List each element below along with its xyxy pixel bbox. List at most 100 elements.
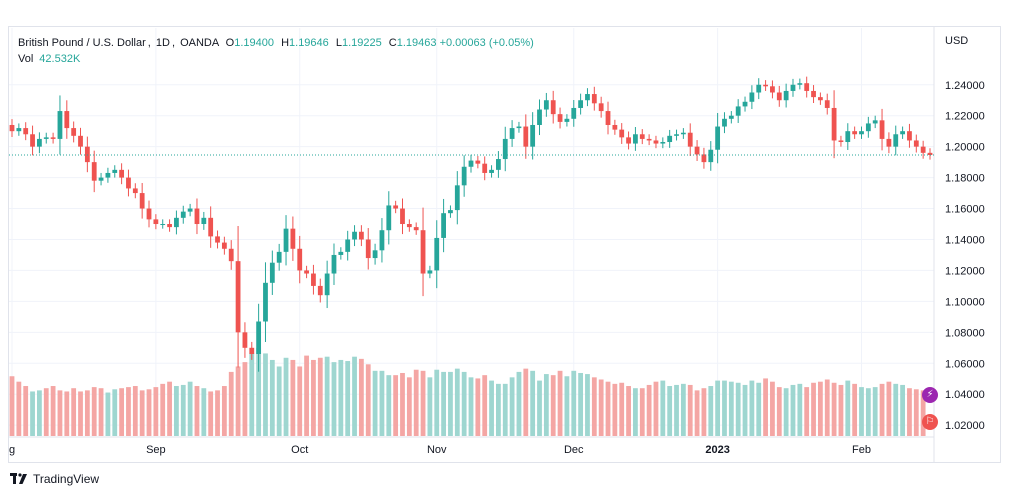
volume-bar [783,388,789,436]
candle-body [550,100,556,115]
candle-body [427,270,433,274]
candle-body [722,118,727,127]
volume-bar [16,381,22,436]
time-axis[interactable]: g Sep Oct Nov Dec 2023 Feb [9,444,871,456]
candle-body [304,270,309,274]
volume-bar [461,371,467,436]
candle [811,85,816,104]
candle-body [598,103,604,112]
candle [790,78,796,97]
candle [235,226,241,368]
volume-bar [811,382,816,436]
candle-body [886,138,892,147]
candle-body [530,124,536,147]
candle-body [824,100,830,108]
candle [543,92,549,117]
volume-bar [400,372,405,436]
volume-bar [365,364,371,436]
candle-body [626,137,631,144]
candle [797,78,803,90]
candle-body [708,149,714,163]
candle [324,260,330,309]
candle-body [400,208,405,225]
volume-bar [728,381,734,436]
candle-body [879,120,885,139]
volume-bar [358,358,364,436]
volume-legend[interactable]: Vol 42.532K [18,52,80,67]
candle [365,228,371,270]
candle [146,200,152,228]
volume-bar [489,380,494,436]
candle [763,80,768,91]
candle [728,111,734,124]
volume-bar [139,390,145,436]
candle [358,225,364,247]
volume-bar [763,378,768,436]
symbol-legend[interactable]: British Pound / U.S. Dollar, 1D, OANDA O… [18,37,534,49]
candle-body [776,92,782,101]
volume-bar [496,383,501,436]
volume-bar [502,383,508,436]
candle-body [838,140,844,143]
volume-bar [913,389,919,436]
candle [872,115,878,129]
chart-frame[interactable] [8,26,1001,463]
volume-bar [646,384,652,436]
candle [564,114,570,127]
volume-bar [393,375,399,436]
candle [920,140,926,159]
price-tick-label: 1.04000 [945,389,985,401]
candle-body [797,83,803,85]
volume-bar [160,383,166,436]
candle-body [633,134,638,144]
candle-body [831,107,837,141]
price-axis[interactable]: 1.24000 1.22000 1.20000 1.18000 1.16000 1.140… [945,80,985,432]
candle [263,262,268,342]
candle-body [406,224,412,228]
candle [626,131,631,150]
candle-body [215,236,220,243]
volume-bar [249,353,255,436]
volume-bar [98,388,104,436]
candle-body [667,135,673,143]
candle-body [865,123,871,132]
price-tick-label: 1.14000 [945,234,985,246]
candle [461,155,467,197]
volume-bar [920,390,926,436]
candle-body [365,239,371,259]
candle [297,235,303,284]
candle [598,96,604,118]
candle [153,214,159,230]
candle-body [119,169,125,178]
candle [78,127,83,155]
currency-label[interactable]: USD [945,35,969,47]
candle [824,93,830,115]
volume-bar [112,389,118,436]
volume-bar [311,359,316,436]
candle [722,112,727,134]
volume-bar [283,357,289,436]
candle-body [386,205,392,231]
candle-body [728,115,734,119]
candle [139,183,145,219]
candle-body [311,273,316,286]
volume-bar [756,382,762,436]
candle [907,123,912,148]
lightning-icon[interactable]: ⚡ [922,387,938,403]
candle-body [482,163,488,173]
candle-body [201,217,207,225]
volume-bar [550,375,556,436]
candle [708,141,714,171]
candle-body [221,242,227,249]
candle [612,119,618,135]
flag-icon[interactable]: ⚐ [922,414,938,430]
candle [71,121,77,143]
candle-body [256,321,262,354]
candle [585,88,590,107]
time-tick-label: Dec [564,444,584,456]
volume-bar [30,391,35,436]
volume-bar [352,356,357,436]
symbol-name[interactable]: British Pound / U.S. Dollar [18,37,146,49]
tradingview-brand[interactable]: TradingView [10,472,99,486]
